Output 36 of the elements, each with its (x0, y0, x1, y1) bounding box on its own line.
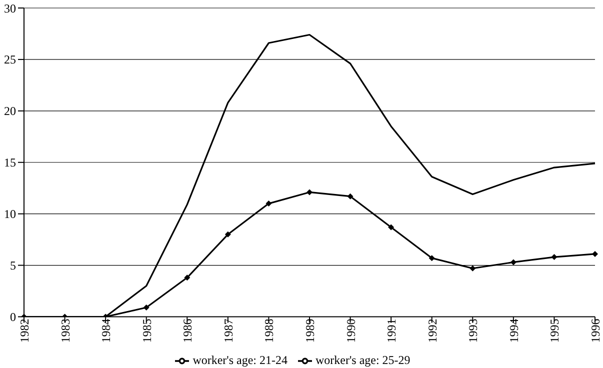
y-tick-label: 0 (10, 310, 16, 324)
point (143, 304, 150, 310)
point (428, 255, 435, 262)
point (347, 193, 354, 200)
y-tick-label: 5 (10, 258, 16, 273)
point (306, 189, 312, 196)
x-tick-label: 1987 (221, 318, 236, 343)
x-tick-label: 1989 (303, 318, 318, 343)
x-tick-label: 1992 (425, 318, 440, 343)
point (224, 231, 231, 238)
point (470, 265, 476, 272)
x-tick-label: 1984 (99, 318, 114, 343)
x-tick-label: 1983 (58, 318, 72, 343)
x-tick-label: 1982 (18, 318, 32, 343)
point (510, 259, 516, 266)
point (592, 250, 598, 257)
y-tick-label: 25 (4, 52, 16, 67)
legend-label: worker's age: 21-24 (192, 352, 288, 367)
y-tick-label: 10 (4, 207, 16, 222)
x-tick-label: 1996 (588, 318, 603, 343)
point (184, 274, 190, 281)
x-tick-label: 1988 (262, 318, 276, 343)
x-tick-label: 1985 (140, 318, 154, 343)
point (551, 254, 558, 260)
x-tick-label: 1995 (548, 318, 562, 343)
point (388, 224, 394, 230)
x-tick-label: 1993 (466, 318, 480, 343)
y-tick-label: 15 (4, 156, 16, 170)
x-tick-label: 1994 (506, 318, 521, 343)
y-tick-label: 30 (4, 1, 16, 16)
x-tick-label: 1990 (344, 318, 358, 343)
x-tick-label: 1991 (384, 318, 399, 343)
x-tick-label: 1986 (180, 318, 195, 343)
legend-label: worker's age: 25-29 (316, 352, 410, 367)
y-tick-label: 20 (4, 104, 16, 118)
point (266, 200, 272, 207)
